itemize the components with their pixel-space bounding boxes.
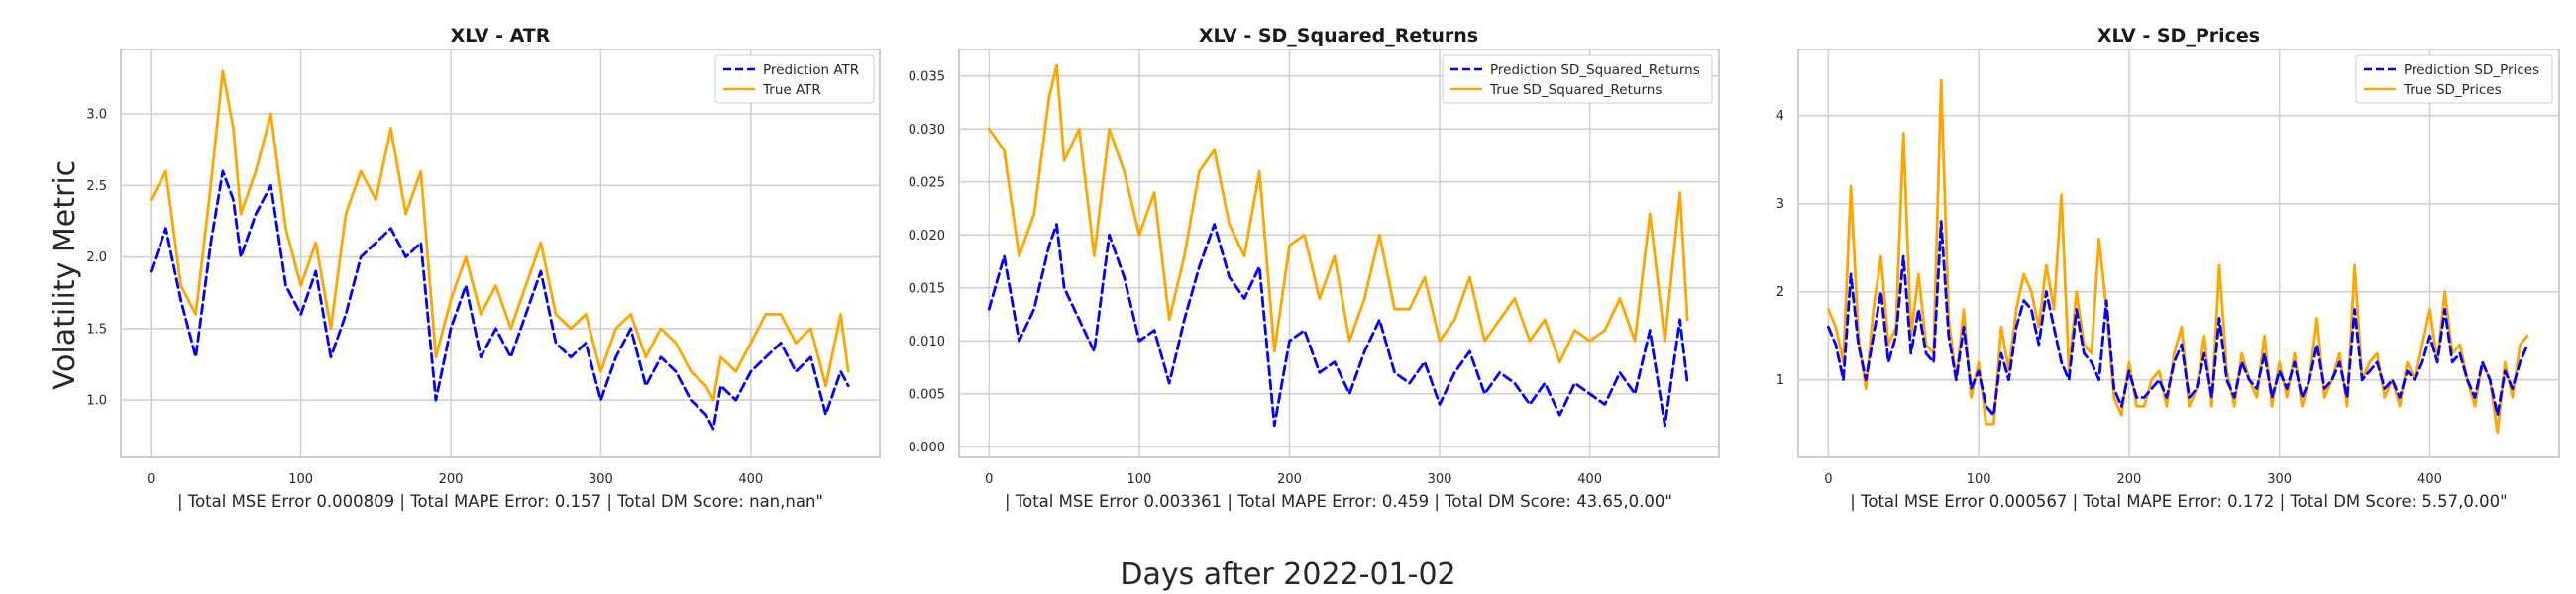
series-line-truth (987, 63, 1689, 364)
series-line-prediction (987, 223, 1689, 428)
legend-box (714, 54, 875, 104)
x-tick-label: 200 (439, 472, 464, 487)
legend-box (2355, 54, 2553, 104)
chart-title: XLV - SD_Prices (2097, 25, 2260, 47)
series-lines (987, 63, 1689, 428)
grid (121, 50, 880, 457)
chart-xlabel: | Total MSE Error 0.000809 | Total MAPE … (177, 492, 823, 511)
y-tick-label: 1.5 (86, 322, 107, 337)
panel-atr: 0 100 200 300 400 1.0 1.5 2.0 2.5 3.0 XLV - ATR |… (86, 25, 881, 511)
series-line-prediction (1827, 220, 2529, 417)
y-tick-label: 2.5 (86, 179, 107, 194)
legend: Prediction ATR True ATR (714, 54, 875, 104)
x-tick-label: 0 (985, 472, 993, 487)
y-tick-label: 0.010 (909, 335, 945, 349)
plot-area (1797, 49, 2560, 458)
x-tick-label: 200 (2116, 472, 2141, 487)
y-tick-label: 0.030 (909, 123, 945, 138)
y-tick-label: 4 (1776, 109, 1784, 124)
legend: Prediction SD_Squared_Returns True SD_Sq… (1442, 54, 1713, 104)
y-tick-label: 2 (1776, 285, 1784, 300)
panel-sd-squared-returns: 0 100 200 300 400 0.000 0.005 0.010 0.015 0.020 0.… (909, 25, 1720, 511)
series-line-truth (149, 69, 850, 402)
y-tick-label: 0.000 (909, 441, 945, 455)
x-tick-label: 400 (738, 472, 763, 487)
chart-title: XLV - ATR (451, 25, 551, 47)
legend-label-truth: True ATR (762, 82, 821, 98)
x-tick-label: 100 (1967, 472, 1991, 487)
series-line-prediction (149, 169, 850, 431)
plot-area (958, 49, 1720, 458)
ticks: 0 100 200 300 400 1 2 3 4 (1776, 109, 2442, 487)
chart-xlabel: | Total MSE Error 0.003361 | Total MAPE … (1005, 492, 1672, 511)
legend-label-truth: True SD_Squared_Returns (1489, 82, 1662, 98)
ticks: 0 100 200 300 400 0.000 0.005 0.010 0.015 0.020 0.… (909, 69, 1602, 487)
legend-box (1442, 54, 1713, 104)
series-lines (149, 69, 850, 431)
y-tick-label: 0.025 (909, 175, 945, 190)
x-tick-label: 100 (288, 472, 313, 487)
x-tick-label: 100 (1127, 472, 1151, 487)
legend-label-prediction: Prediction SD_Prices (2404, 62, 2539, 78)
x-tick-label: 400 (2417, 472, 2442, 487)
figure-xlabel: Days after 2022-01-02 (1120, 557, 1455, 592)
y-tick-label: 0.020 (909, 229, 945, 244)
x-tick-label: 300 (2267, 472, 2292, 487)
x-tick-label: 300 (589, 472, 613, 487)
y-tick-label: 2.0 (86, 250, 107, 265)
legend-label-prediction: Prediction SD_Squared_Returns (1490, 62, 1700, 78)
grid (1798, 50, 2559, 457)
y-tick-label: 1 (1776, 373, 1784, 388)
panel-sd-prices: 0 100 200 300 400 1 2 3 4 XLV - SD_Prices | Tota… (1776, 25, 2560, 511)
chart-xlabel: | Total MSE Error 0.000567 | Total MAPE … (1850, 492, 2507, 511)
y-tick-label: 3.0 (86, 108, 107, 123)
y-tick-label: 0.035 (909, 69, 945, 84)
y-tick-label: 0.005 (909, 387, 945, 402)
figure-ylabel: Volatility Metric (48, 160, 82, 390)
x-tick-label: 400 (1577, 472, 1602, 487)
y-tick-label: 0.015 (909, 281, 945, 296)
legend-label-prediction: Prediction ATR (763, 62, 859, 78)
x-tick-label: 0 (147, 472, 155, 487)
series-lines (1827, 78, 2529, 435)
x-tick-label: 200 (1277, 472, 1302, 487)
x-tick-label: 0 (1824, 472, 1832, 487)
x-tick-label: 300 (1428, 472, 1452, 487)
legend: Prediction SD_Prices True SD_Prices (2355, 54, 2553, 104)
ticks: 0 100 200 300 400 1.0 1.5 2.0 2.5 3.0 (86, 108, 763, 487)
chart-title: XLV - SD_Squared_Returns (1199, 25, 1478, 47)
plot-area (120, 49, 881, 458)
series-line-truth (1827, 78, 2529, 435)
legend-label-truth: True SD_Prices (2403, 82, 2502, 98)
y-tick-label: 3 (1776, 197, 1784, 212)
y-tick-label: 1.0 (86, 394, 107, 409)
